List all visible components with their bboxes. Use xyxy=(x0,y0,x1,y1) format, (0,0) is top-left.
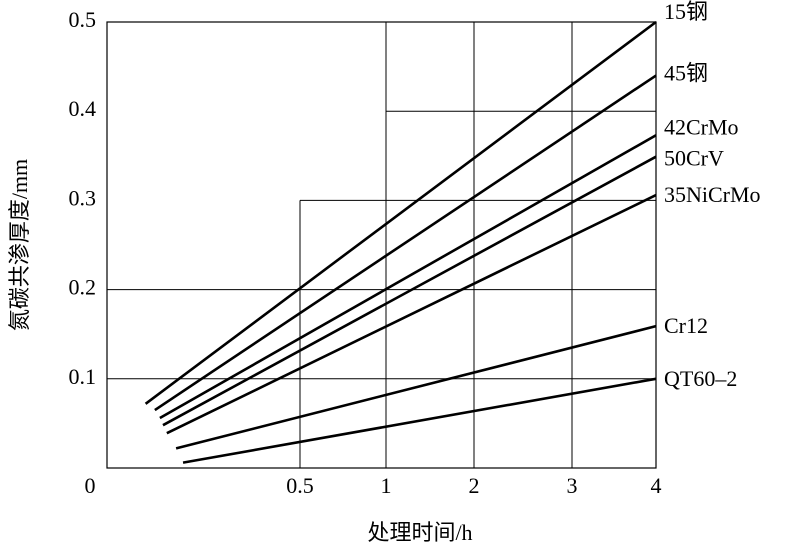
series-label: 15钢 xyxy=(664,0,708,24)
y-tick-label: 0.5 xyxy=(69,7,97,32)
y-axis-label: 氮碳共渗厚度/mm xyxy=(7,159,32,331)
y-tick-label: 0.2 xyxy=(69,275,97,300)
x-tick-label: 1 xyxy=(381,473,392,498)
x-tick-label: 0.5 xyxy=(286,473,314,498)
series-line xyxy=(175,324,657,450)
series-line xyxy=(144,20,657,405)
x-tick-label: 0 xyxy=(85,473,96,498)
x-axis-label: 处理时间/h xyxy=(367,520,472,545)
x-tick-label: 4 xyxy=(651,473,662,498)
x-tick-label: 3 xyxy=(567,473,578,498)
series-line xyxy=(166,193,657,435)
series-label: 50CrV xyxy=(664,146,724,171)
y-tick-label: 0.3 xyxy=(69,185,97,210)
series-line xyxy=(159,134,657,420)
y-tick-label: 0.1 xyxy=(69,364,97,389)
series-line xyxy=(154,74,657,412)
x-tick-label: 2 xyxy=(469,473,480,498)
series-label: 45钢 xyxy=(664,61,708,86)
plot-frame xyxy=(106,21,657,469)
series-label: Cr12 xyxy=(664,313,708,338)
series-label: 42CrMo xyxy=(664,114,739,139)
series-label: 35NiCrMo xyxy=(664,182,761,207)
y-tick-label: 0.4 xyxy=(69,96,97,121)
series-label: QT60–2 xyxy=(664,366,737,391)
series-line xyxy=(182,377,657,464)
series-line xyxy=(162,155,657,427)
